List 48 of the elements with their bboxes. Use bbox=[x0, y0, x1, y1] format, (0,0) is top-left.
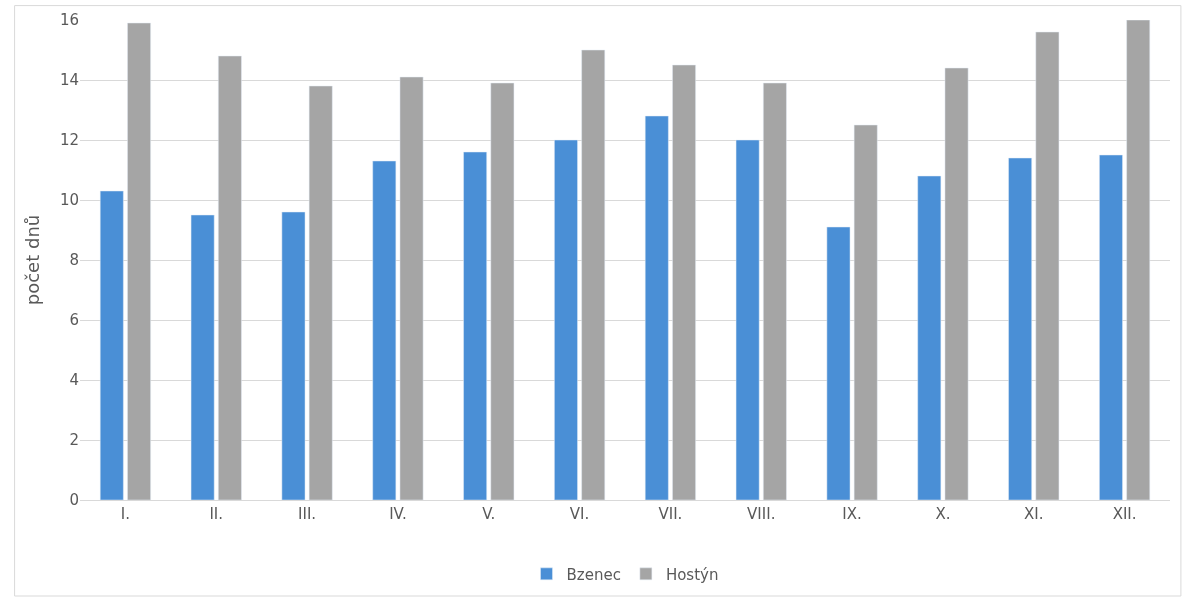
bar bbox=[218, 55, 242, 500]
bar bbox=[1099, 154, 1123, 500]
bar bbox=[672, 64, 696, 500]
bar bbox=[281, 211, 306, 500]
x-tick-label: X. bbox=[935, 505, 951, 523]
x-tick-label: XI. bbox=[1024, 505, 1044, 523]
bar bbox=[826, 226, 851, 500]
bar bbox=[1008, 157, 1032, 500]
bar bbox=[917, 175, 942, 500]
bar bbox=[372, 160, 397, 500]
y-axis-title: počet dnů bbox=[22, 214, 44, 306]
x-tick-label: IX. bbox=[842, 505, 862, 523]
x-tick-label: VII. bbox=[658, 505, 683, 523]
bar bbox=[490, 82, 515, 500]
legend-label: Hostýn bbox=[665, 565, 719, 584]
bar bbox=[127, 22, 151, 500]
y-tick-label: 10 bbox=[59, 191, 79, 210]
bar bbox=[944, 67, 969, 500]
x-tick-label: IV. bbox=[389, 505, 407, 523]
y-tick-label: 14 bbox=[59, 71, 79, 90]
bar bbox=[554, 139, 578, 500]
bar bbox=[1035, 31, 1060, 500]
x-tick-label: V. bbox=[482, 505, 496, 523]
bar bbox=[644, 115, 669, 500]
y-tick-label: 12 bbox=[59, 131, 79, 150]
x-tick-label: VI. bbox=[569, 505, 590, 523]
x-tick-label: III. bbox=[298, 505, 317, 523]
bar bbox=[99, 190, 124, 500]
bar bbox=[190, 214, 215, 500]
y-tick-label: 2 bbox=[69, 431, 79, 450]
bar bbox=[399, 76, 424, 500]
x-tick-label: I. bbox=[120, 505, 131, 523]
x-tick-label: VIII. bbox=[747, 505, 776, 523]
x-tick-label: II. bbox=[209, 505, 224, 523]
bar bbox=[308, 85, 333, 500]
x-tick-label: XII. bbox=[1112, 505, 1137, 523]
legend-label: Bzenec bbox=[566, 565, 621, 584]
y-tick-label: 16 bbox=[59, 11, 79, 30]
bar bbox=[1126, 20, 1151, 500]
y-tick-label: 6 bbox=[69, 311, 79, 330]
y-tick-label: 4 bbox=[69, 371, 79, 390]
bar bbox=[581, 49, 606, 500]
bar bbox=[853, 124, 878, 500]
y-tick-label: 8 bbox=[69, 251, 79, 270]
y-tick-label: 0 bbox=[69, 491, 79, 510]
bar bbox=[463, 151, 487, 500]
bar bbox=[735, 139, 760, 500]
bar bbox=[763, 82, 787, 500]
